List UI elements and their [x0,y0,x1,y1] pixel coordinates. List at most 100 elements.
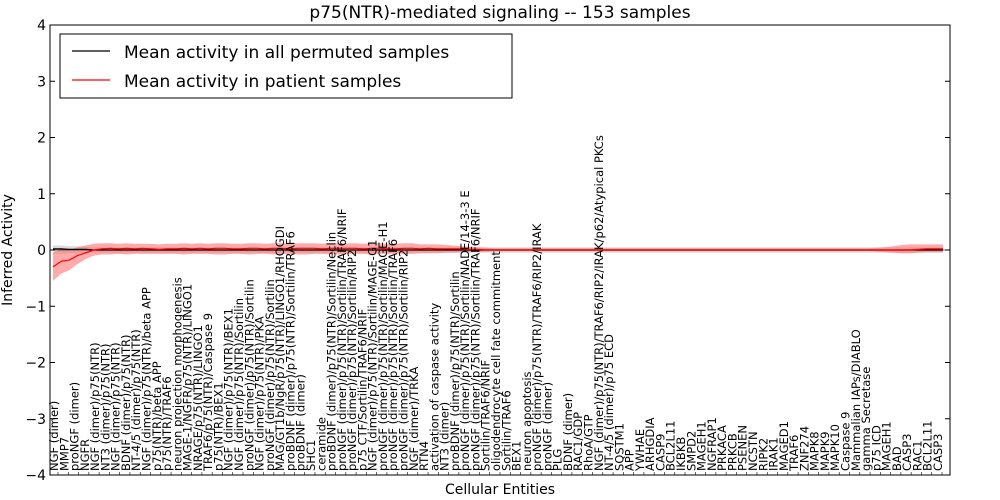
patient-mean-line [52,247,943,268]
x-tick-label: proBDNF (dimer)/p75(NTR)/Sortilin/Neclin [325,232,339,471]
x-tick-label: proNGF (dimer)/p75(NTR)/Sortilin/TRAF6/N… [335,209,349,471]
x-tick-label: MAPK8 [808,431,822,471]
x-tick-label: NGF (dimer)/p75(NTR) [88,342,102,471]
y-tick-label: 4 [37,18,46,34]
x-tick-label: p75(NTR)/beta APP [150,361,164,471]
x-tick-label: IKBKB [674,437,688,471]
x-tick-label: BAD [890,446,904,471]
x-tick-label: proNGF (dimer)/p75(NTR)/Sortilin [242,279,256,471]
legend-label-patient: Mean activity in patient samples [124,72,401,92]
x-tick-label: CASP3 [931,434,945,471]
x-tick-label: MAGEH1 [880,421,894,471]
x-tick-label: BEX1 [510,441,524,471]
x-tick-label: NT-4/5 (dimer)/p75 ECD [602,334,616,471]
x-tick-label: MAGEH1 [695,421,709,471]
x-tick-label: RAC1 [910,440,924,471]
x-tick-label: NGF (dimer)/p75(NTR)/BEX1 [222,308,236,471]
x-tick-label: NCSTN [746,431,760,471]
x-tick-label: p75(NTR)/BEX1 [212,382,226,471]
x-tick-label: NGFR [78,439,92,471]
x-tick-label: RhoA/GTP [582,414,596,471]
x-tick-label: ceramide [314,417,328,471]
x-tick-label: APP [623,449,637,471]
x-tick-label: PRKCB [725,433,739,471]
x-tick-label: proNGF (dimer)/p75(NTR)/TRAF6/RIP2/IRAK [530,223,544,471]
x-tick-label: RAC1/GDP [571,412,585,471]
x-tick-label: NGF (dimer)/TRKA [407,367,421,471]
x-tick-label: MAGED1 [777,421,791,471]
x-tick-label: ARHGDIA [643,417,657,471]
x-tick-label: MAG/GT1b/NgR/p75(NTR)/LINGO1/RHOGDI [273,226,287,471]
y-tick-label: 2 [37,131,46,147]
chart-title: p75(NTR)-mediated signaling -- 153 sampl… [309,3,690,23]
x-tick-label: neuron projection morphogenesis [170,277,184,471]
x-tick-label: NGF (dimer)/p75(NTR)/beta APP [140,287,154,471]
x-tick-label: proNGF (dimer) [540,382,554,471]
y-tick-label: −3 [25,412,46,428]
y-tick-label: −2 [25,356,46,372]
x-tick-label: NT3 (dimer) [438,402,452,471]
x-tick-label: MAPK9 [818,431,832,471]
x-tick-label: CASP9 [654,434,668,471]
x-tick-label: proNGF (dimer) [68,382,82,471]
x-tick-label: proNGF (dimer)/p75(NTR)/Sortilin/MAGE-H1 [376,221,390,471]
x-tick-label: NGF (dimer)/p75(NTR)/Sortilin/MAGE-G1 [366,240,380,471]
legend: Mean activity in all permuted samples Me… [59,33,513,99]
x-tick-label: BDNF (dimer)/p75(NTR) [119,335,133,472]
patient-band [53,243,943,281]
legend-label-permuted: Mean activity in all permuted samples [124,43,449,63]
x-tick-label: Caspase 9 [839,412,853,471]
x-tick-label: MAGE-1/NGFR/p75(NTR)/LINGO1 [181,284,195,471]
x-tick-label: MAPK10 [828,424,842,471]
x-tick-label: proNGF (dimer)/p75(NTR)/Sortilin/TRAF6/N… [468,209,482,471]
x-tick-label: Mammalian IAPs/DIABLO [849,329,863,471]
x-tick-label: PRKACA [715,425,729,471]
x-tick-label: NT-4/5 (dimer)/p75(NTR) [129,329,143,471]
x-tick-label: proNGF (dimer)/p75(NTR)/Sortilin [263,279,277,471]
x-tick-label: proNGF (dimer)/p75(NTR)/Sortilin/NADE/14… [458,190,472,471]
y-tick-label: −4 [25,468,46,484]
y-tick-label: −1 [25,299,46,315]
x-tick-label: ZNF274 [797,426,811,471]
x-tick-label: CASP3 [900,434,914,471]
x-tick-label: proNGF (dimer)/p75(NTR)/Sortilin/TRAF6 [386,239,400,471]
x-tick-label: SMPD2 [684,431,698,471]
y-tick-label: 3 [37,74,46,90]
x-tick-label: activation of caspase activity [427,303,441,471]
y-axis-label: Inferred Activity [0,194,16,306]
x-tick-label: NGF (dimer)/p75(NTR) [109,342,123,471]
x-axis-label: Cellular Entities [445,482,555,498]
x-tick-label: proBDNF (dimer)/p75(NTR)/Sortilin/TRAF6 [283,231,297,471]
x-tick-label: NGF (dimer)/p75(NTR)/TRAF6/RIP2/IRAK/p62… [592,135,606,471]
x-tick-label: proNGF (dimer)/p75(NTR)/Sortilin/RIP2 [397,250,411,471]
x-tick-label: RTN4 [417,441,431,471]
x-tick-label: Sortilin/TRAF6/NRIF [479,360,493,471]
x-tick-label: NGF (dimer)/p75(NTR)/PKA [253,316,267,471]
x-tick-label: p75 CTF/Sortilin/TRAF6/NRIF [355,309,369,471]
x-tick-label: BCL2L11 [921,421,935,471]
x-tick-label: proBDNF (dimer)/p75(NTR)/Sortilin [448,271,462,471]
x-tick-label: MMP7 [57,437,71,471]
x-tick-label: YWHAE [633,429,647,472]
x-tick-label: gamma Secretase [859,367,873,471]
x-tick-label: Sortilin/TRAF6 [499,390,513,471]
x-tick-label: IRAK1 [767,437,781,471]
y-tick-label: 1 [37,187,46,203]
x-tick-label: SHC1 [304,440,318,471]
x-tick-label: p75 ICD [869,425,883,471]
x-tick-label: BDNF (dimer) [561,393,575,471]
x-tick-label: SQSTM1 [612,423,626,471]
x-tick-label: NRAGE/p75(NTR)/LINGO1 [191,325,205,471]
x-tick-label: proBDNF (dimer) [294,374,308,471]
plot-frame [49,24,951,476]
x-tick-label: NGFRAP1 [705,417,719,471]
x-tick-label: NGF (dimer)/p75(NTR)/Sortilin [232,298,246,471]
x-tick-label: neuron apoptosis [520,371,534,471]
x-tick-label: NT3 (dimer)/p75(NTR) [98,344,112,471]
x-tick-label: p75(NTR)/TRAF6 [160,376,174,471]
x-tick-label: TRAF6 [787,435,801,472]
x-tick-label: proNGF (dimer)/p75(NTR)/Sortilin/RIP2 [345,250,359,471]
x-tick-label: PSENEN [736,425,750,471]
x-tick-label: PLG [551,449,565,471]
